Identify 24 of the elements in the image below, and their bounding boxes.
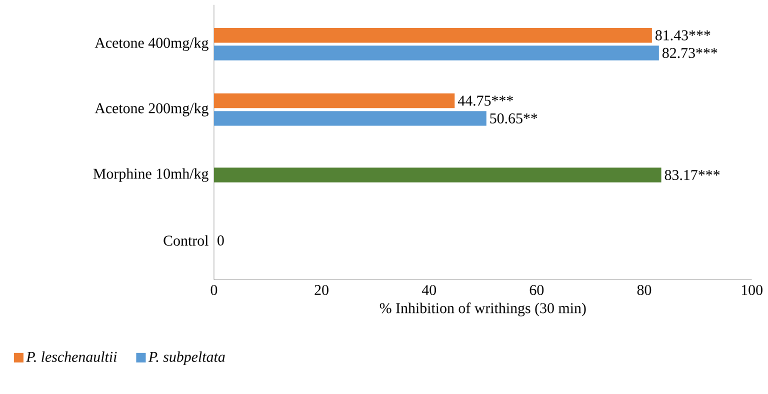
x-axis-title: % Inhibition of writhings (30 min) bbox=[380, 302, 586, 317]
x-tick-label: 80 bbox=[637, 285, 652, 296]
data-label: 81.43*** bbox=[655, 30, 710, 41]
x-tick-label: 100 bbox=[742, 285, 762, 296]
x-tick-label: 20 bbox=[314, 285, 328, 296]
bar bbox=[214, 94, 455, 108]
data-label: 82.73*** bbox=[662, 48, 718, 58]
bar bbox=[214, 111, 486, 126]
bar bbox=[214, 46, 659, 61]
y-tick-label: Control bbox=[164, 235, 208, 246]
legend-label: P. subpeltata bbox=[148, 352, 225, 366]
data-label: 50.65** bbox=[490, 114, 538, 124]
x-tick-label: 60 bbox=[530, 285, 544, 296]
y-tick-label: Morphine 10mh/kg bbox=[93, 168, 208, 182]
y-tick-label: Acetone 400mg/kg bbox=[94, 38, 208, 52]
x-tick-label: 0 bbox=[210, 285, 218, 296]
data-label: 83.17*** bbox=[664, 170, 720, 180]
x-tick-label: 40 bbox=[422, 285, 436, 296]
y-tick-label: Acetone 200mg/kg bbox=[94, 103, 208, 117]
bar bbox=[214, 168, 662, 183]
data-label: 0 bbox=[218, 236, 224, 246]
data-label: 44.75*** bbox=[458, 96, 513, 106]
legend-label: P. leschenaultii bbox=[26, 352, 117, 362]
bar bbox=[214, 28, 652, 43]
